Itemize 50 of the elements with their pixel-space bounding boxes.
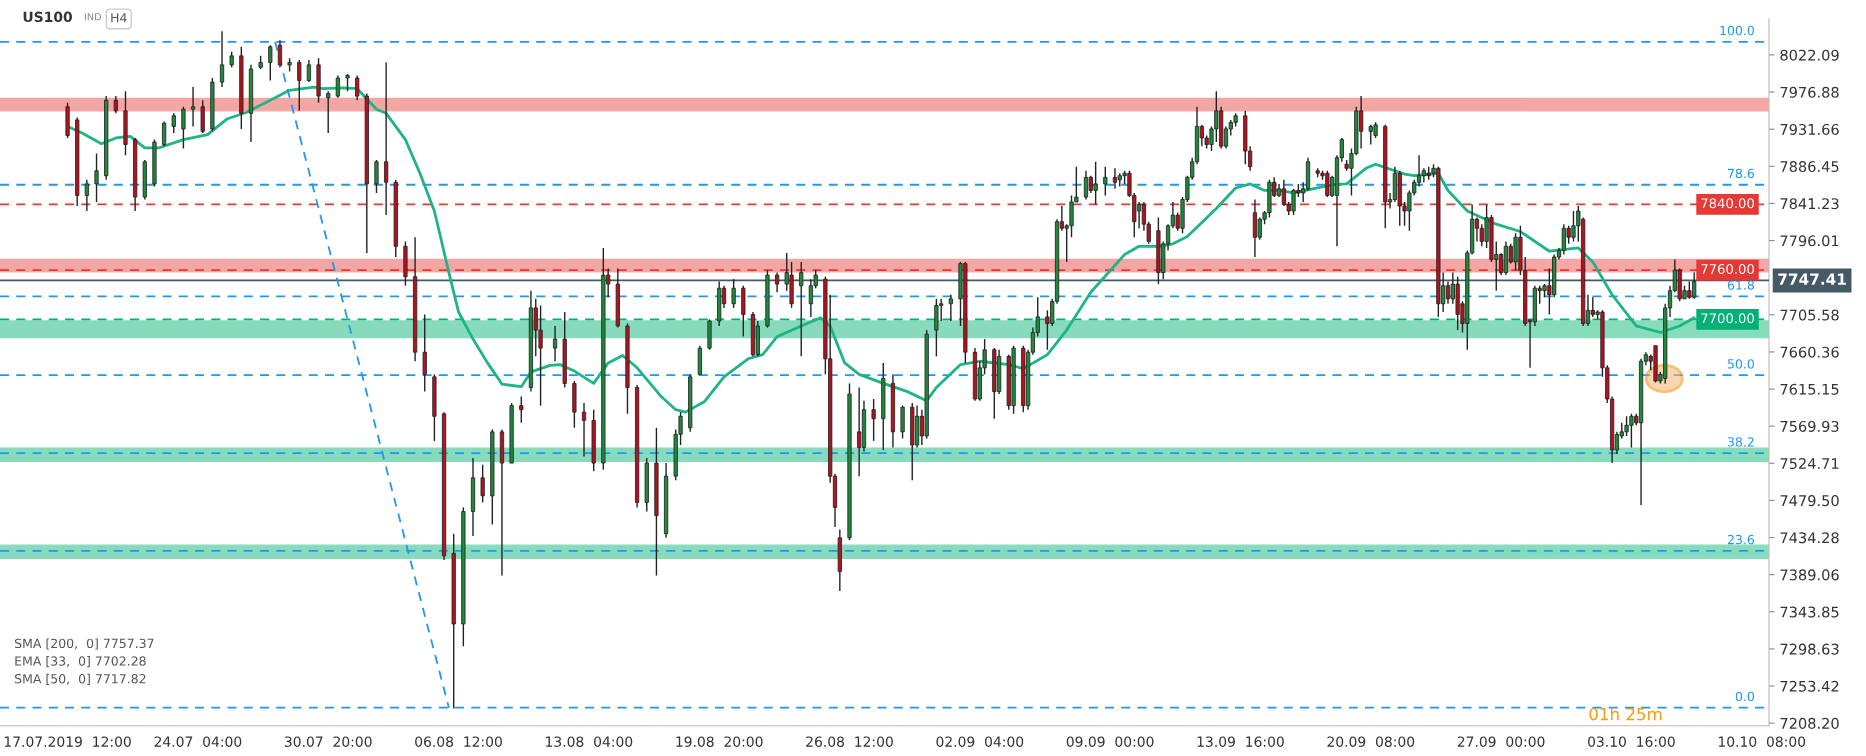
y-tick-label: 7389.06 [1780, 569, 1839, 581]
x-tick-label: 03.10 16:00 [1588, 736, 1675, 747]
x-tick-label: 30.07 20:00 [284, 736, 372, 747]
chart-subtitle: IND [84, 13, 102, 21]
x-tick-label: 19.08 20:00 [676, 736, 763, 747]
x-tick-label: 02.09 04:00 [936, 736, 1024, 747]
x-tick-label: 24.07 04:00 [154, 736, 242, 747]
x-tick-label: 27.09 00:00 [1457, 736, 1545, 747]
annotation: EMA [33, 0] 7702.28 [15, 656, 146, 668]
y-tick-label: 7479.50 [1780, 495, 1839, 507]
y-tick-label: 7569.93 [1780, 420, 1839, 432]
chart-title: US100 [23, 11, 72, 23]
x-tick-label: 09.09 00:00 [1066, 736, 1154, 747]
y-tick-label: 7660.36 [1780, 346, 1839, 358]
y-tick-label: 7705.58 [1780, 309, 1839, 321]
x-tick-label: 06.08 12:00 [415, 736, 502, 747]
x-tick-label: 26.08 12:00 [806, 736, 893, 747]
y-tick-label: 7615.15 [1780, 383, 1839, 395]
y-tick-label: 7434.28 [1780, 532, 1839, 544]
y-tick-label: 7524.71 [1780, 458, 1839, 470]
x-tick-label: 17.07.2019 12:00 [4, 736, 131, 747]
annotation: 0.0 [1735, 691, 1754, 702]
y-tick-label: 7886.45 [1780, 161, 1839, 173]
annotation: 50.0 [1727, 359, 1754, 369]
y-tick-label: 8022.09 [1780, 49, 1839, 61]
annotation: H4 [111, 13, 127, 23]
y-tick-label: 7253.42 [1780, 680, 1839, 692]
annotation: 100.0 [1720, 25, 1754, 36]
annotation: 23.6 [1727, 534, 1755, 545]
ref-line-label: 7700.00 [1701, 313, 1754, 324]
ref-line-label: 7840.00 [1701, 198, 1754, 209]
annotation: 38.2 [1727, 437, 1754, 447]
x-tick-label: 20.09 08:00 [1327, 736, 1415, 747]
annotation: SMA [50, 0] 7717.82 [14, 673, 146, 685]
annotation: 61.8 [1727, 280, 1754, 290]
y-tick-label: 7343.85 [1780, 606, 1839, 618]
y-tick-label: 7931.66 [1780, 123, 1839, 135]
y-tick-label: 7976.88 [1780, 86, 1839, 98]
ref-line-label: 7747.41 [1778, 273, 1846, 285]
x-tick-label: 13.09 16:00 [1197, 736, 1284, 747]
annotation: 01h 25m [1589, 707, 1662, 721]
y-tick-label: 7796.01 [1780, 235, 1839, 247]
annotation: SMA [200, 0] 7757.37 [14, 638, 154, 650]
y-tick-label: 7298.63 [1780, 643, 1839, 655]
x-tick-label: 13.08 04:00 [546, 736, 633, 747]
annotation: 78.6 [1728, 168, 1755, 179]
y-tick-label: 7208.20 [1780, 717, 1839, 729]
x-tick-label: 10.10 08:00 [1718, 736, 1806, 747]
y-tick-label: 7841.23 [1780, 198, 1839, 210]
ref-line-label: 7760.00 [1701, 263, 1754, 274]
